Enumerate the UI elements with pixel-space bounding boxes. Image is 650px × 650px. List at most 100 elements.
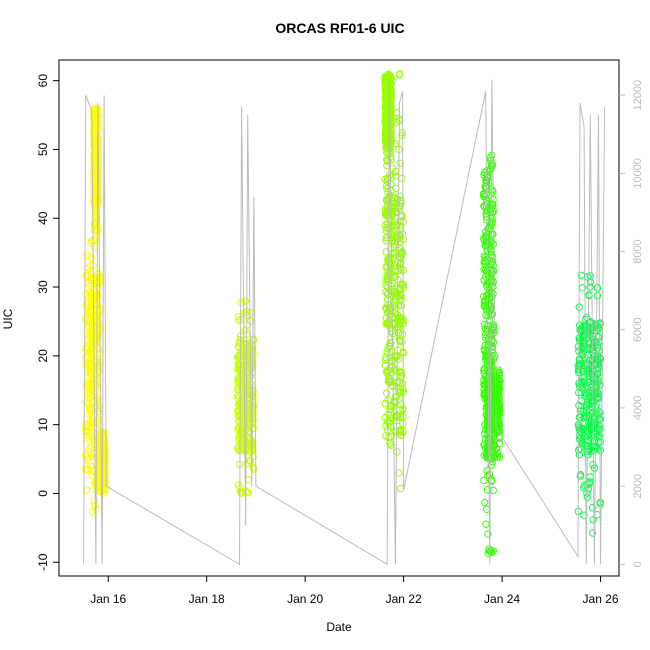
data-point (94, 360, 103, 369)
data-point (481, 192, 489, 201)
data-point (389, 254, 397, 262)
data-point (88, 336, 96, 345)
data-point (481, 498, 489, 507)
data-point (89, 374, 97, 383)
x-tick-label: Jan 16 (90, 592, 126, 606)
data-point (397, 196, 405, 205)
data-point (247, 385, 256, 394)
data-point (93, 119, 101, 127)
data-point (396, 217, 404, 225)
data-point (386, 269, 395, 278)
data-point (387, 230, 395, 239)
data-point (247, 344, 255, 352)
data-point (88, 452, 97, 461)
data-point (89, 384, 97, 392)
data-point (483, 486, 492, 494)
data-point (482, 520, 490, 528)
y-tick-label-right: 10000 (632, 158, 644, 189)
data-point (395, 71, 404, 79)
data-point (594, 412, 602, 420)
data-point (583, 273, 592, 281)
data-point (90, 300, 99, 308)
data-point (386, 310, 395, 318)
data-point (84, 455, 93, 463)
data-point (488, 548, 496, 556)
data-point (576, 444, 584, 453)
data-point (82, 316, 91, 325)
data-point (584, 448, 592, 456)
data-point (391, 314, 399, 322)
data-point (387, 173, 395, 181)
data-point (399, 420, 407, 428)
data-point (576, 321, 584, 329)
data-point (387, 262, 395, 270)
data-point (237, 445, 245, 454)
x-tick-label: Jan 18 (189, 592, 225, 606)
data-point (489, 278, 497, 286)
line-series-0 (83, 79, 606, 566)
data-point (384, 71, 393, 80)
data-point (83, 433, 91, 441)
data-point (492, 416, 501, 424)
data-point (485, 368, 494, 376)
data-point (576, 407, 585, 415)
data-point (87, 327, 96, 335)
data-point (90, 485, 98, 493)
x-tick-label: Jan 24 (484, 592, 520, 606)
data-point (487, 461, 495, 470)
data-point (575, 334, 584, 342)
data-point (382, 422, 390, 430)
data-point (593, 356, 601, 364)
data-point (249, 402, 258, 410)
data-point (88, 331, 97, 339)
data-point (82, 420, 91, 428)
data-point (382, 181, 391, 190)
data-point (575, 355, 584, 363)
data-point (91, 361, 99, 369)
data-point (495, 453, 504, 461)
data-point (241, 297, 250, 305)
data-point (589, 461, 597, 469)
data-point (393, 289, 401, 298)
data-point (586, 318, 595, 327)
x-tick-label: Jan 22 (386, 592, 422, 606)
data-point (488, 200, 496, 208)
data-point (381, 78, 389, 87)
y-tick-label-left: 0 (36, 490, 50, 497)
data-point (382, 234, 390, 242)
data-point (237, 298, 246, 306)
data-point (593, 292, 602, 300)
data-point (584, 485, 593, 493)
data-point (384, 376, 393, 384)
data-point (480, 236, 489, 245)
data-point (589, 516, 597, 524)
data-point (82, 486, 91, 494)
data-point (590, 359, 599, 368)
x-tick-label: Jan 26 (583, 592, 619, 606)
data-point (382, 288, 390, 296)
data-point (94, 292, 102, 300)
data-point (94, 269, 102, 278)
data-point (382, 305, 391, 313)
data-point (247, 317, 255, 325)
data-point (485, 237, 493, 246)
data-point (88, 433, 97, 441)
data-point (486, 317, 494, 325)
data-point (484, 336, 493, 344)
data-point (386, 273, 394, 281)
data-point (384, 410, 393, 418)
data-point (583, 384, 591, 392)
data-point (398, 330, 407, 338)
data-point (382, 353, 390, 362)
data-point (590, 437, 598, 445)
data-point (90, 496, 98, 505)
data-point (385, 254, 394, 262)
data-point (398, 174, 406, 183)
data-point (382, 209, 390, 217)
data-point (594, 378, 602, 387)
data-point (490, 386, 499, 394)
data-point (83, 298, 91, 307)
data-point (397, 295, 406, 303)
data-point (82, 462, 91, 470)
data-point (576, 337, 584, 345)
